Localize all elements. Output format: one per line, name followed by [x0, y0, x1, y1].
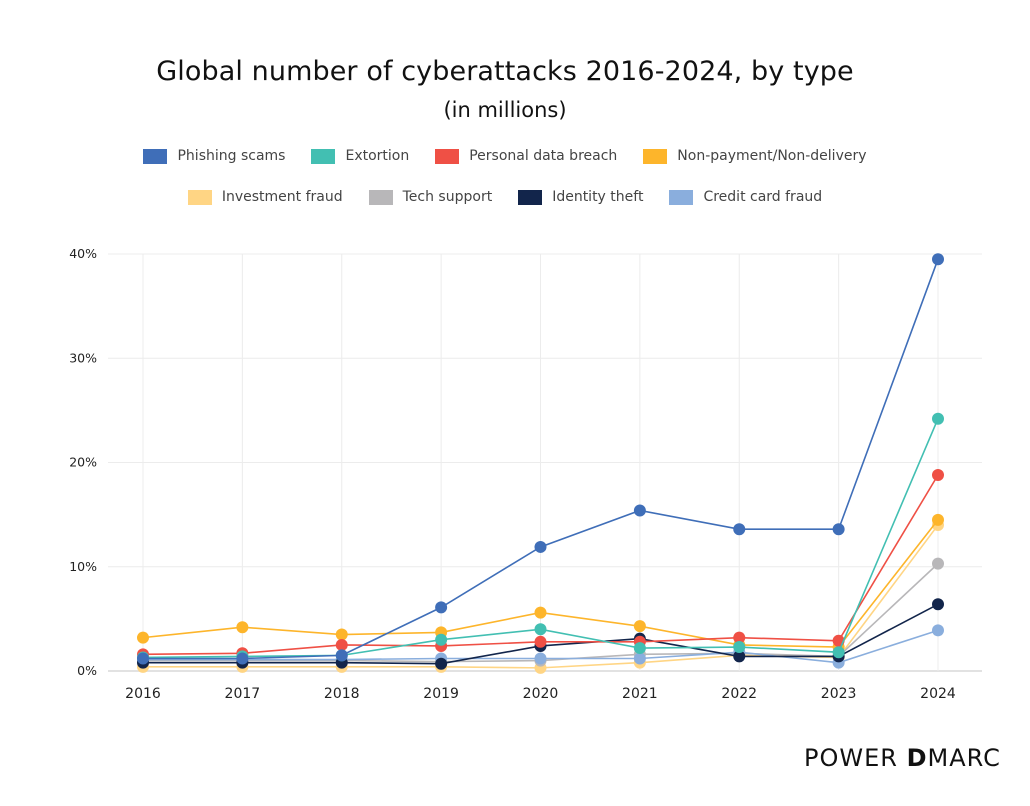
data-point-phishing-scams[interactable] — [832, 523, 845, 536]
x-tick-label: 2022 — [721, 686, 757, 702]
legend-label: Credit card fraud — [703, 189, 823, 205]
data-point-personal-data-breach[interactable] — [534, 635, 547, 648]
legend-row-2: Investment fraud Tech support Identity t… — [0, 189, 1010, 205]
legend-item-phishing-scams[interactable]: Phishing scams — [143, 148, 285, 164]
chart-title: Global number of cyberattacks 2016-2024,… — [156, 56, 854, 87]
legend-label: Identity theft — [552, 189, 644, 205]
data-point-phishing-scams[interactable] — [236, 652, 249, 665]
legend-label: Phishing scams — [177, 148, 286, 164]
x-tick-label: 2018 — [324, 686, 360, 702]
data-point-identity-theft[interactable] — [932, 598, 944, 611]
logo-text: R — [880, 744, 898, 772]
data-point-non-payment-non-delivery[interactable] — [932, 513, 944, 526]
data-point-credit-card-fraud[interactable] — [633, 652, 646, 665]
legend-swatch — [311, 148, 336, 164]
logo-text: MARC — [927, 744, 1001, 772]
logo-text: E — [864, 744, 881, 772]
data-point-extortion[interactable] — [932, 412, 944, 425]
data-point-extortion[interactable] — [633, 642, 646, 655]
x-tick-label: 2024 — [920, 686, 956, 702]
legend-item-personal-data-breach[interactable]: Personal data breach — [435, 148, 617, 164]
legend-item-non-payment[interactable]: Non-payment/Non-delivery — [643, 148, 867, 164]
y-tick-label: 40% — [69, 246, 97, 261]
data-point-phishing-scams[interactable] — [633, 504, 646, 517]
data-point-credit-card-fraud[interactable] — [534, 652, 547, 665]
legend-label: Non-payment/Non-delivery — [677, 148, 867, 164]
legend-row-1: Phishing scams Extortion Personal data b… — [0, 148, 1010, 164]
data-point-phishing-scams[interactable] — [733, 523, 746, 536]
data-point-phishing-scams[interactable] — [435, 601, 448, 614]
legend-swatch — [187, 189, 212, 205]
y-tick-label: 0% — [77, 663, 97, 678]
data-point-non-payment-non-delivery[interactable] — [534, 606, 547, 619]
x-axis: 2016 2017 2018 2019 2020 2021 2022 2023 2024 — [125, 686, 956, 702]
y-tick-label: 10% — [69, 559, 97, 574]
data-point-non-payment-non-delivery[interactable] — [236, 621, 249, 634]
data-point-extortion[interactable] — [733, 641, 746, 654]
legend-label: Investment fraud — [221, 189, 343, 205]
x-tick-label: 2017 — [225, 686, 261, 702]
y-tick-label: 30% — [69, 350, 97, 365]
data-point-non-payment-non-delivery[interactable] — [633, 620, 646, 633]
powerdmarc-logo: POWER DMARC — [804, 744, 1001, 772]
data-point-credit-card-fraud[interactable] — [932, 624, 944, 637]
grid — [108, 253, 982, 672]
data-point-extortion[interactable] — [534, 623, 547, 636]
legend-item-tech-support[interactable]: Tech support — [368, 189, 493, 205]
y-axis: 0% 10% 20% 30% 40% — [69, 246, 97, 678]
data-point-extortion[interactable] — [832, 646, 845, 659]
data-point-non-payment-non-delivery[interactable] — [137, 631, 149, 644]
x-tick-label: 2019 — [423, 686, 459, 702]
logo-text: POW — [804, 744, 865, 772]
x-tick-label: 2020 — [523, 686, 559, 702]
legend-swatch — [368, 189, 393, 205]
data-point-phishing-scams[interactable] — [137, 652, 149, 665]
legend-item-credit-card-fraud[interactable]: Credit card fraud — [669, 189, 822, 205]
data-point-identity-theft[interactable] — [733, 650, 746, 663]
data-point-phishing-scams[interactable] — [335, 649, 348, 662]
y-tick-label: 20% — [69, 455, 97, 470]
data-point-personal-data-breach[interactable] — [932, 469, 944, 482]
legend-swatch — [643, 148, 668, 164]
legend-item-identity-theft[interactable]: Identity theft — [518, 189, 643, 205]
chart-subtitle: (in millions) — [443, 98, 567, 122]
legend-label: Tech support — [402, 189, 493, 205]
x-tick-label: 2016 — [125, 686, 161, 702]
series-phishing-scams — [137, 253, 944, 665]
x-tick-label: 2021 — [622, 686, 658, 702]
logo-d-mark: D — [906, 744, 928, 772]
legend-label: Extortion — [345, 148, 410, 164]
data-point-personal-data-breach[interactable] — [335, 638, 348, 651]
legend-item-investment-fraud[interactable]: Investment fraud — [187, 189, 343, 205]
legend-swatch — [143, 148, 168, 164]
data-point-phishing-scams[interactable] — [932, 253, 944, 266]
data-point-extortion[interactable] — [435, 633, 448, 646]
data-point-tech-support[interactable] — [932, 557, 944, 570]
x-tick-label: 2023 — [821, 686, 857, 702]
legend-item-extortion[interactable]: Extortion — [311, 148, 409, 164]
legend-label: Personal data breach — [469, 148, 618, 164]
data-point-phishing-scams[interactable] — [534, 540, 547, 553]
series-group — [137, 253, 944, 674]
legend-swatch — [518, 189, 543, 205]
legend-swatch — [435, 148, 460, 164]
legend-swatch — [669, 189, 694, 205]
data-point-non-payment-non-delivery[interactable] — [335, 628, 348, 641]
data-point-personal-data-breach[interactable] — [733, 631, 746, 644]
data-point-identity-theft[interactable] — [435, 657, 448, 670]
